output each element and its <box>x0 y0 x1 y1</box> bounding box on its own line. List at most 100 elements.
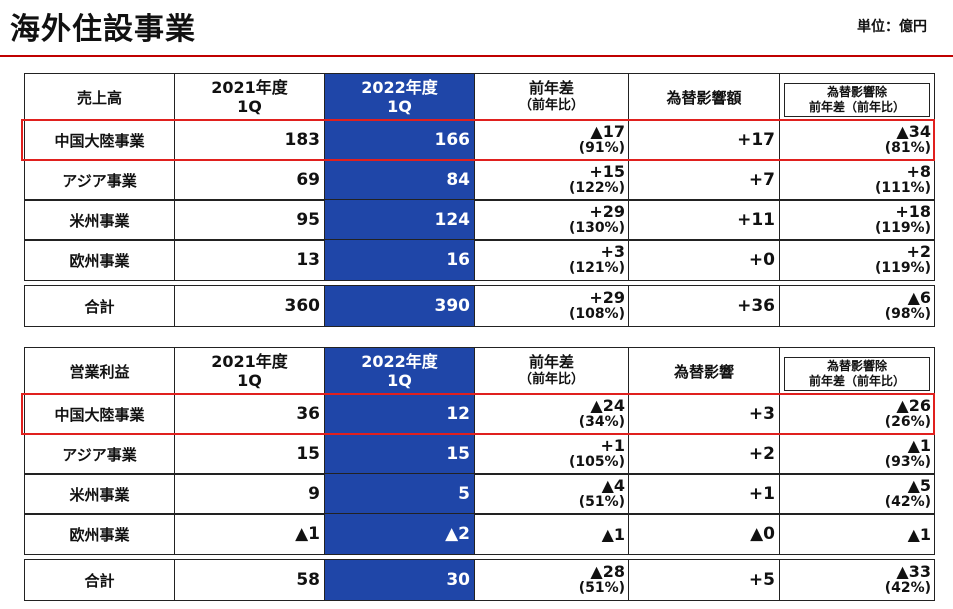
total-fx-excluded-ratio: (98%) <box>884 306 931 322</box>
header-fx-excluded-box: 為替影響除 前年差（前年比） <box>784 83 930 117</box>
fx-impact: +11 <box>628 199 780 241</box>
value-2021: 69 <box>174 159 325 201</box>
fx-excluded-ratio: (81%) <box>884 140 931 156</box>
row-name: アジア事業 <box>24 159 175 201</box>
yoy-ratio: (51%) <box>578 494 625 510</box>
total-fx-impact: +36 <box>628 285 780 327</box>
fx-excluded-cell: ▲34 (81%) <box>779 119 935 161</box>
fx-excluded-cell: ▲1 (93%) <box>779 433 935 475</box>
header-fy2022: 2022年度 1Q <box>324 73 475 121</box>
table-row: 欧州事業 ▲1 ▲2 ▲1 ▲0 ▲1 <box>24 513 935 555</box>
header-label: 売上高 <box>24 73 175 121</box>
fx-excluded-cell: ▲26 (26%) <box>779 393 935 435</box>
profit-header-row: 営業利益 2021年度 1Q 2022年度 1Q 前年差 （前年比） 為替影響 … <box>24 347 935 395</box>
header-fy2021-quarter: 1Q <box>237 97 262 116</box>
total-fx-impact: +5 <box>628 559 780 601</box>
fx-excluded-cell: ▲1 <box>779 513 935 555</box>
value-2022: 124 <box>324 199 475 241</box>
fx-excluded-cell: +2 (119%) <box>779 239 935 281</box>
yoy-diff: +3 <box>600 242 625 261</box>
value-2022: ▲2 <box>324 513 475 555</box>
total-yoy-cell: +29 (108%) <box>474 285 629 327</box>
yoy-diff: ▲17 <box>590 122 625 141</box>
total-row: 合計 58 30 ▲28 (51%) +5 ▲33 (42%) <box>24 559 935 601</box>
header-fy2022: 2022年度 1Q <box>324 347 475 395</box>
value-2021: 13 <box>174 239 325 281</box>
header-yoy-diff: 前年差 <box>528 79 574 97</box>
header-fx-excluded-sub: 前年差（前年比） <box>808 100 905 114</box>
total-2021: 58 <box>174 559 325 601</box>
yoy-cell: +1 (105%) <box>474 433 629 475</box>
header-yoy-ratio: （前年比） <box>518 372 584 387</box>
fx-excluded-ratio: (93%) <box>884 454 931 470</box>
yoy-cell: ▲17 (91%) <box>474 119 629 161</box>
header-fy2022-year: 2022年度 <box>361 352 438 371</box>
title-rule <box>0 55 953 57</box>
header-fx-excluded-box: 為替影響除 前年差（前年比） <box>784 357 930 391</box>
total-2022: 30 <box>324 559 475 601</box>
row-name: 欧州事業 <box>24 513 175 555</box>
table-row: 欧州事業 13 16 +3 (121%) +0 +2 (119%) <box>24 239 935 281</box>
total-2022: 390 <box>324 285 475 327</box>
yoy-cell: +15 (122%) <box>474 159 629 201</box>
value-2021: 183 <box>174 119 325 161</box>
fx-excluded-diff: ▲1 <box>907 436 931 455</box>
fx-excluded-ratio: (111%) <box>874 180 931 196</box>
table-row: アジア事業 15 15 +1 (105%) +2 ▲1 (93%) <box>24 433 935 475</box>
header-fy2021-year: 2021年度 <box>211 352 288 371</box>
yoy-cell: ▲1 <box>474 513 629 555</box>
value-2022: 15 <box>324 433 475 475</box>
fx-excluded-diff: ▲34 <box>896 122 931 141</box>
total-fx-excluded-cell: ▲33 (42%) <box>779 559 935 601</box>
header-fx-impact: 為替影響 <box>628 347 780 395</box>
value-2022: 5 <box>324 473 475 515</box>
value-2021: 95 <box>174 199 325 241</box>
header-yoy-diff: 前年差 <box>528 353 574 371</box>
yoy-cell: ▲24 (34%) <box>474 393 629 435</box>
value-2022: 166 <box>324 119 475 161</box>
header-fy2022-year: 2022年度 <box>361 78 438 97</box>
fx-excluded-ratio: (119%) <box>874 260 931 276</box>
fx-excluded-ratio: (119%) <box>874 220 931 236</box>
header-yoy: 前年差 （前年比） <box>474 73 629 121</box>
total-yoy-ratio: (51%) <box>578 580 625 596</box>
header-fy2021-year: 2021年度 <box>211 78 288 97</box>
yoy-cell: +3 (121%) <box>474 239 629 281</box>
total-yoy-cell: ▲28 (51%) <box>474 559 629 601</box>
fx-excluded-diff: ▲26 <box>896 396 931 415</box>
fx-excluded-diff: +2 <box>906 242 931 261</box>
yoy-ratio: (130%) <box>568 220 625 236</box>
value-2022: 12 <box>324 393 475 435</box>
fx-excluded-diff: +18 <box>895 202 931 221</box>
total-row: 合計 360 390 +29 (108%) +36 ▲6 (98%) <box>24 285 935 327</box>
fx-impact: +3 <box>628 393 780 435</box>
header-fy2021: 2021年度 1Q <box>174 73 325 121</box>
fx-impact: +2 <box>628 433 780 475</box>
fx-excluded-diff: ▲1 <box>907 524 931 544</box>
fx-excluded-ratio: (26%) <box>884 414 931 430</box>
total-2021: 360 <box>174 285 325 327</box>
fx-excluded-diff: +8 <box>906 162 931 181</box>
header-fx-excluded-title: 為替影響除 <box>826 359 887 373</box>
value-2021: 15 <box>174 433 325 475</box>
value-2022: 16 <box>324 239 475 281</box>
header-fy2021: 2021年度 1Q <box>174 347 325 395</box>
yoy-ratio: (122%) <box>568 180 625 196</box>
page-title: 海外住設事業 <box>10 12 196 47</box>
fx-excluded-cell: +8 (111%) <box>779 159 935 201</box>
row-name: 米州事業 <box>24 199 175 241</box>
fx-impact: +7 <box>628 159 780 201</box>
fx-excluded-ratio: (42%) <box>884 494 931 510</box>
header-yoy-ratio: （前年比） <box>518 98 584 113</box>
yoy-cell: +29 (130%) <box>474 199 629 241</box>
yoy-diff: +15 <box>589 162 625 181</box>
fx-impact: +0 <box>628 239 780 281</box>
header-label: 営業利益 <box>24 347 175 395</box>
value-2022: 84 <box>324 159 475 201</box>
value-2021: ▲1 <box>174 513 325 555</box>
total-yoy-diff: +29 <box>589 288 625 307</box>
header-yoy: 前年差 （前年比） <box>474 347 629 395</box>
total-label: 合計 <box>24 285 175 327</box>
yoy-diff: +29 <box>589 202 625 221</box>
row-name: アジア事業 <box>24 433 175 475</box>
